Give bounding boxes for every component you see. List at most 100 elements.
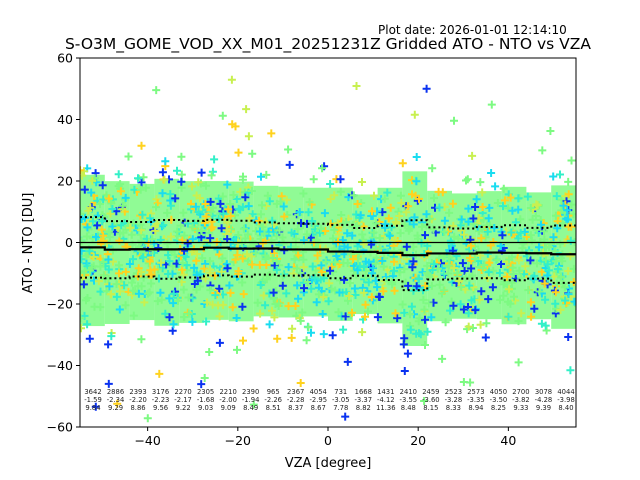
scatter-point — [165, 313, 174, 322]
scatter-point — [225, 281, 234, 290]
scatter-point — [566, 366, 575, 375]
bin-stat-std: 8.37 — [288, 404, 303, 412]
scatter-point — [293, 225, 302, 234]
scatter-point — [200, 218, 209, 227]
scatter-point — [161, 157, 170, 166]
scatter-point — [405, 224, 414, 233]
bin-statistics: 3642-1.599.84 2886-2.349.29 2393-2.208.86 3… — [84, 388, 575, 412]
scatter-point — [287, 228, 296, 237]
scatter-point — [381, 273, 390, 282]
scatter-point — [87, 188, 96, 197]
scatter-point — [517, 273, 526, 282]
scatter-point — [430, 194, 438, 203]
scatter-point — [464, 309, 473, 318]
scatter-point — [403, 349, 412, 358]
scatter-point — [462, 239, 471, 248]
scatter-point — [270, 261, 279, 270]
scatter-point — [541, 321, 550, 330]
bin-stat-std: 8.48 — [401, 404, 416, 412]
scatter-point — [190, 263, 199, 272]
scatter-point — [151, 226, 160, 235]
scatter-point — [239, 336, 247, 345]
scatter-point — [274, 299, 283, 308]
scatter-point — [564, 267, 573, 275]
scatter-point — [527, 312, 536, 321]
scatter-point — [326, 180, 335, 188]
scatter-point — [201, 200, 210, 208]
scatter-point — [159, 221, 168, 230]
scatter-point — [546, 127, 555, 135]
scatter-point — [358, 328, 367, 337]
scatter-point — [421, 315, 429, 324]
scatter-point — [165, 257, 174, 266]
scatter-point — [308, 262, 317, 271]
scatter-point — [429, 225, 438, 234]
scatter-point — [156, 288, 165, 297]
plot-date: Plot date: 2026-01-01 12:14:10 — [378, 23, 567, 37]
y-tick-label: 60 — [57, 51, 73, 66]
scatter-point — [469, 283, 478, 292]
scatter-point — [467, 264, 476, 273]
stat-lines — [80, 216, 576, 292]
scatter-point — [508, 206, 517, 215]
bin-stat-std: 8.15 — [423, 404, 438, 412]
scatter-point — [197, 168, 206, 177]
bin-stat-std: 9.09 — [221, 404, 236, 412]
scatter-point — [256, 227, 264, 236]
scatter-point — [143, 289, 152, 298]
scatter-point — [147, 270, 156, 279]
scatter-point — [384, 230, 393, 239]
scatter-point — [461, 273, 470, 282]
scatter-point — [261, 301, 270, 310]
scatter-point — [115, 269, 123, 278]
scatter-point — [453, 269, 462, 278]
scatter-point — [438, 354, 447, 363]
bin-stat-count: 2459 — [422, 388, 439, 396]
scatter-point — [547, 240, 556, 249]
bin-stat-count: 1668 — [355, 388, 372, 396]
scatter-point — [551, 211, 560, 220]
scatter-point — [327, 284, 336, 293]
bin-stat-std: 8.40 — [558, 404, 573, 412]
scatter-point — [243, 250, 251, 259]
scatter-point — [364, 307, 372, 316]
scatter-point — [169, 289, 178, 298]
scatter-point — [533, 201, 542, 210]
scatter-point — [268, 254, 277, 262]
scatter-point — [360, 275, 369, 284]
scatter-point — [194, 208, 203, 216]
scatter-point — [261, 251, 270, 260]
scatter-point — [239, 290, 248, 299]
bin-stat-std: 9.56 — [153, 404, 168, 412]
bin-stat-mean: -3.82 — [512, 396, 530, 404]
scatter-point — [184, 309, 193, 318]
scatter-point — [270, 313, 279, 322]
scatter-point — [521, 262, 530, 271]
scatter-point — [92, 178, 101, 187]
scatter-point — [207, 171, 216, 180]
scatter-point — [476, 320, 485, 329]
scatter-point — [106, 209, 115, 218]
scatter-point — [361, 300, 370, 309]
scatter-point — [404, 202, 413, 211]
scatter-point — [503, 272, 512, 281]
scatter-point — [553, 265, 562, 274]
scatter-point — [471, 306, 480, 315]
scatter-point — [425, 272, 434, 281]
scatter-point — [367, 293, 376, 302]
scatter-point — [256, 281, 265, 289]
y-tick-label: 0 — [65, 235, 73, 250]
scatter-point — [384, 277, 393, 286]
scatter-point — [352, 221, 361, 230]
scatter-point — [284, 302, 293, 311]
bin-stat-mean: -1.68 — [197, 396, 215, 404]
scatter-point — [540, 227, 548, 236]
scatter-point — [550, 272, 559, 281]
scatter-point — [239, 172, 247, 181]
scatter-point — [228, 303, 237, 312]
scatter-point — [559, 201, 568, 210]
scatter-point — [108, 222, 117, 231]
scatter-point — [180, 231, 189, 240]
scatter-point — [121, 267, 130, 276]
scatter-point — [273, 334, 282, 343]
